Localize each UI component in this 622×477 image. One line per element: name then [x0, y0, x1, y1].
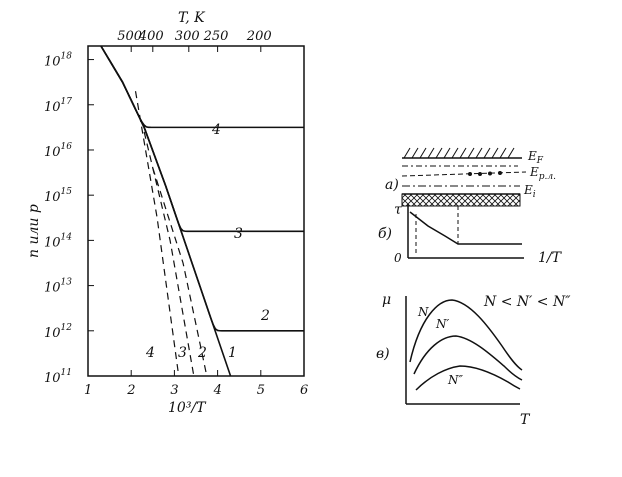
- inset-b-origin: 0: [394, 251, 402, 265]
- inset-b: б) τ 0 1/T: [378, 202, 563, 266]
- curve-2-saturated: [100, 45, 304, 332]
- curve-3-dashed: [143, 131, 195, 377]
- inset-c-label: в): [376, 346, 390, 362]
- level-ef: EF: [527, 149, 544, 166]
- curve-label: 3: [178, 345, 187, 361]
- inset-c-label-n: N: [417, 305, 429, 319]
- curve-label: 1: [228, 345, 237, 361]
- y-tick-exponent: 12: [61, 323, 73, 333]
- curve-4-saturated: [100, 45, 304, 129]
- valence-band: [401, 193, 521, 207]
- y-tick-base: 10: [44, 145, 61, 160]
- inset-b-label: б): [378, 226, 392, 242]
- curve-3-saturated: [100, 45, 304, 233]
- y-tick-label: 1016: [44, 142, 72, 160]
- top-tick-label: 300: [175, 29, 200, 44]
- top-tick-label: 250: [203, 29, 229, 44]
- y-tick-label: 1013: [44, 278, 72, 296]
- inset-c-y-symbol: μ: [382, 292, 391, 308]
- y-tick-label: 1015: [44, 187, 72, 205]
- x-tick-label: 1: [84, 383, 92, 398]
- y-tick-label: 1017: [44, 97, 72, 115]
- x-tick-label: 2: [126, 383, 135, 398]
- y-tick-label: 1011: [44, 368, 72, 386]
- y-tick-base: 10: [44, 371, 61, 386]
- curve-label: 2: [197, 345, 207, 361]
- y-tick-exponent: 13: [61, 278, 73, 288]
- x-tick-label: 3: [170, 383, 178, 398]
- mobility-curve-n: [409, 299, 523, 371]
- y-tick-base: 10: [44, 326, 61, 341]
- mobility-curve-n1: [413, 335, 523, 381]
- level-erl: Eр.л.: [529, 165, 556, 182]
- y-tick-exponent: 16: [61, 142, 73, 152]
- impurity-dots: [468, 171, 502, 176]
- x-ticks: 1 2 3 4 5 6: [84, 370, 308, 398]
- top-axis-label: T, K: [178, 10, 206, 26]
- inset-c-x-symbol: T: [520, 412, 531, 428]
- y-tick-base: 10: [44, 281, 61, 296]
- curve-label: 4: [211, 122, 221, 138]
- impurity-level-line: [401, 171, 527, 177]
- inset-b-curve: [409, 211, 522, 245]
- curves: [100, 45, 304, 377]
- y-tick-base: 10: [44, 235, 61, 250]
- dashed-curves: [134, 91, 208, 377]
- y-tick-label: 1018: [44, 52, 72, 70]
- curve-1-intrinsic: [100, 45, 232, 377]
- inset-b-x-label: 1/T: [538, 250, 563, 266]
- level-ei: Ei: [523, 183, 536, 200]
- inset-c: в) μ T N < N′ < N″ N N′ N″: [376, 292, 571, 428]
- y-tick-base: 10: [44, 190, 61, 205]
- inset-c-label-n1: N′: [435, 317, 450, 331]
- y-tick-label: 1014: [44, 232, 72, 250]
- curve-label: 3: [234, 226, 243, 242]
- curve-2-dashed: [152, 167, 208, 377]
- mobility-curve-n2: [415, 365, 521, 391]
- y-tick-base: 10: [44, 55, 61, 70]
- top-tick-label: 200: [246, 29, 272, 44]
- x-tick-label: 4: [213, 383, 222, 398]
- inset-a-label: а): [385, 177, 399, 193]
- plot-frame: [87, 45, 305, 377]
- inset-c-label-n2: N″: [447, 373, 464, 387]
- y-tick-exponent: 17: [61, 97, 73, 107]
- inset-c-condition: N < N′ < N″: [483, 294, 571, 310]
- curve-label: 4: [145, 345, 155, 361]
- inset-b-y-symbol: τ: [394, 202, 402, 218]
- y-axis-label: n или p: [26, 204, 42, 258]
- y-tick-exponent: 15: [61, 187, 73, 197]
- curve-4-dashed: [134, 91, 180, 377]
- inset-a: а) EF Eр.л. Ei: [385, 147, 556, 207]
- y-tick-base: 10: [44, 100, 61, 115]
- y-tick-exponent: 18: [61, 52, 73, 62]
- y-tick-label: 1012: [44, 323, 72, 341]
- curve-label: 2: [260, 308, 270, 324]
- y-tick-exponent: 14: [61, 232, 73, 242]
- y-tick-exponent: 11: [61, 368, 72, 378]
- top-tick-label: 400: [138, 29, 164, 44]
- x-tick-label: 6: [300, 383, 308, 398]
- top-tick-label: 500: [117, 29, 142, 44]
- x-tick-label: 5: [257, 383, 265, 398]
- x-axis-label: 10³/T: [168, 400, 207, 416]
- conduction-band-hatch: [403, 147, 515, 159]
